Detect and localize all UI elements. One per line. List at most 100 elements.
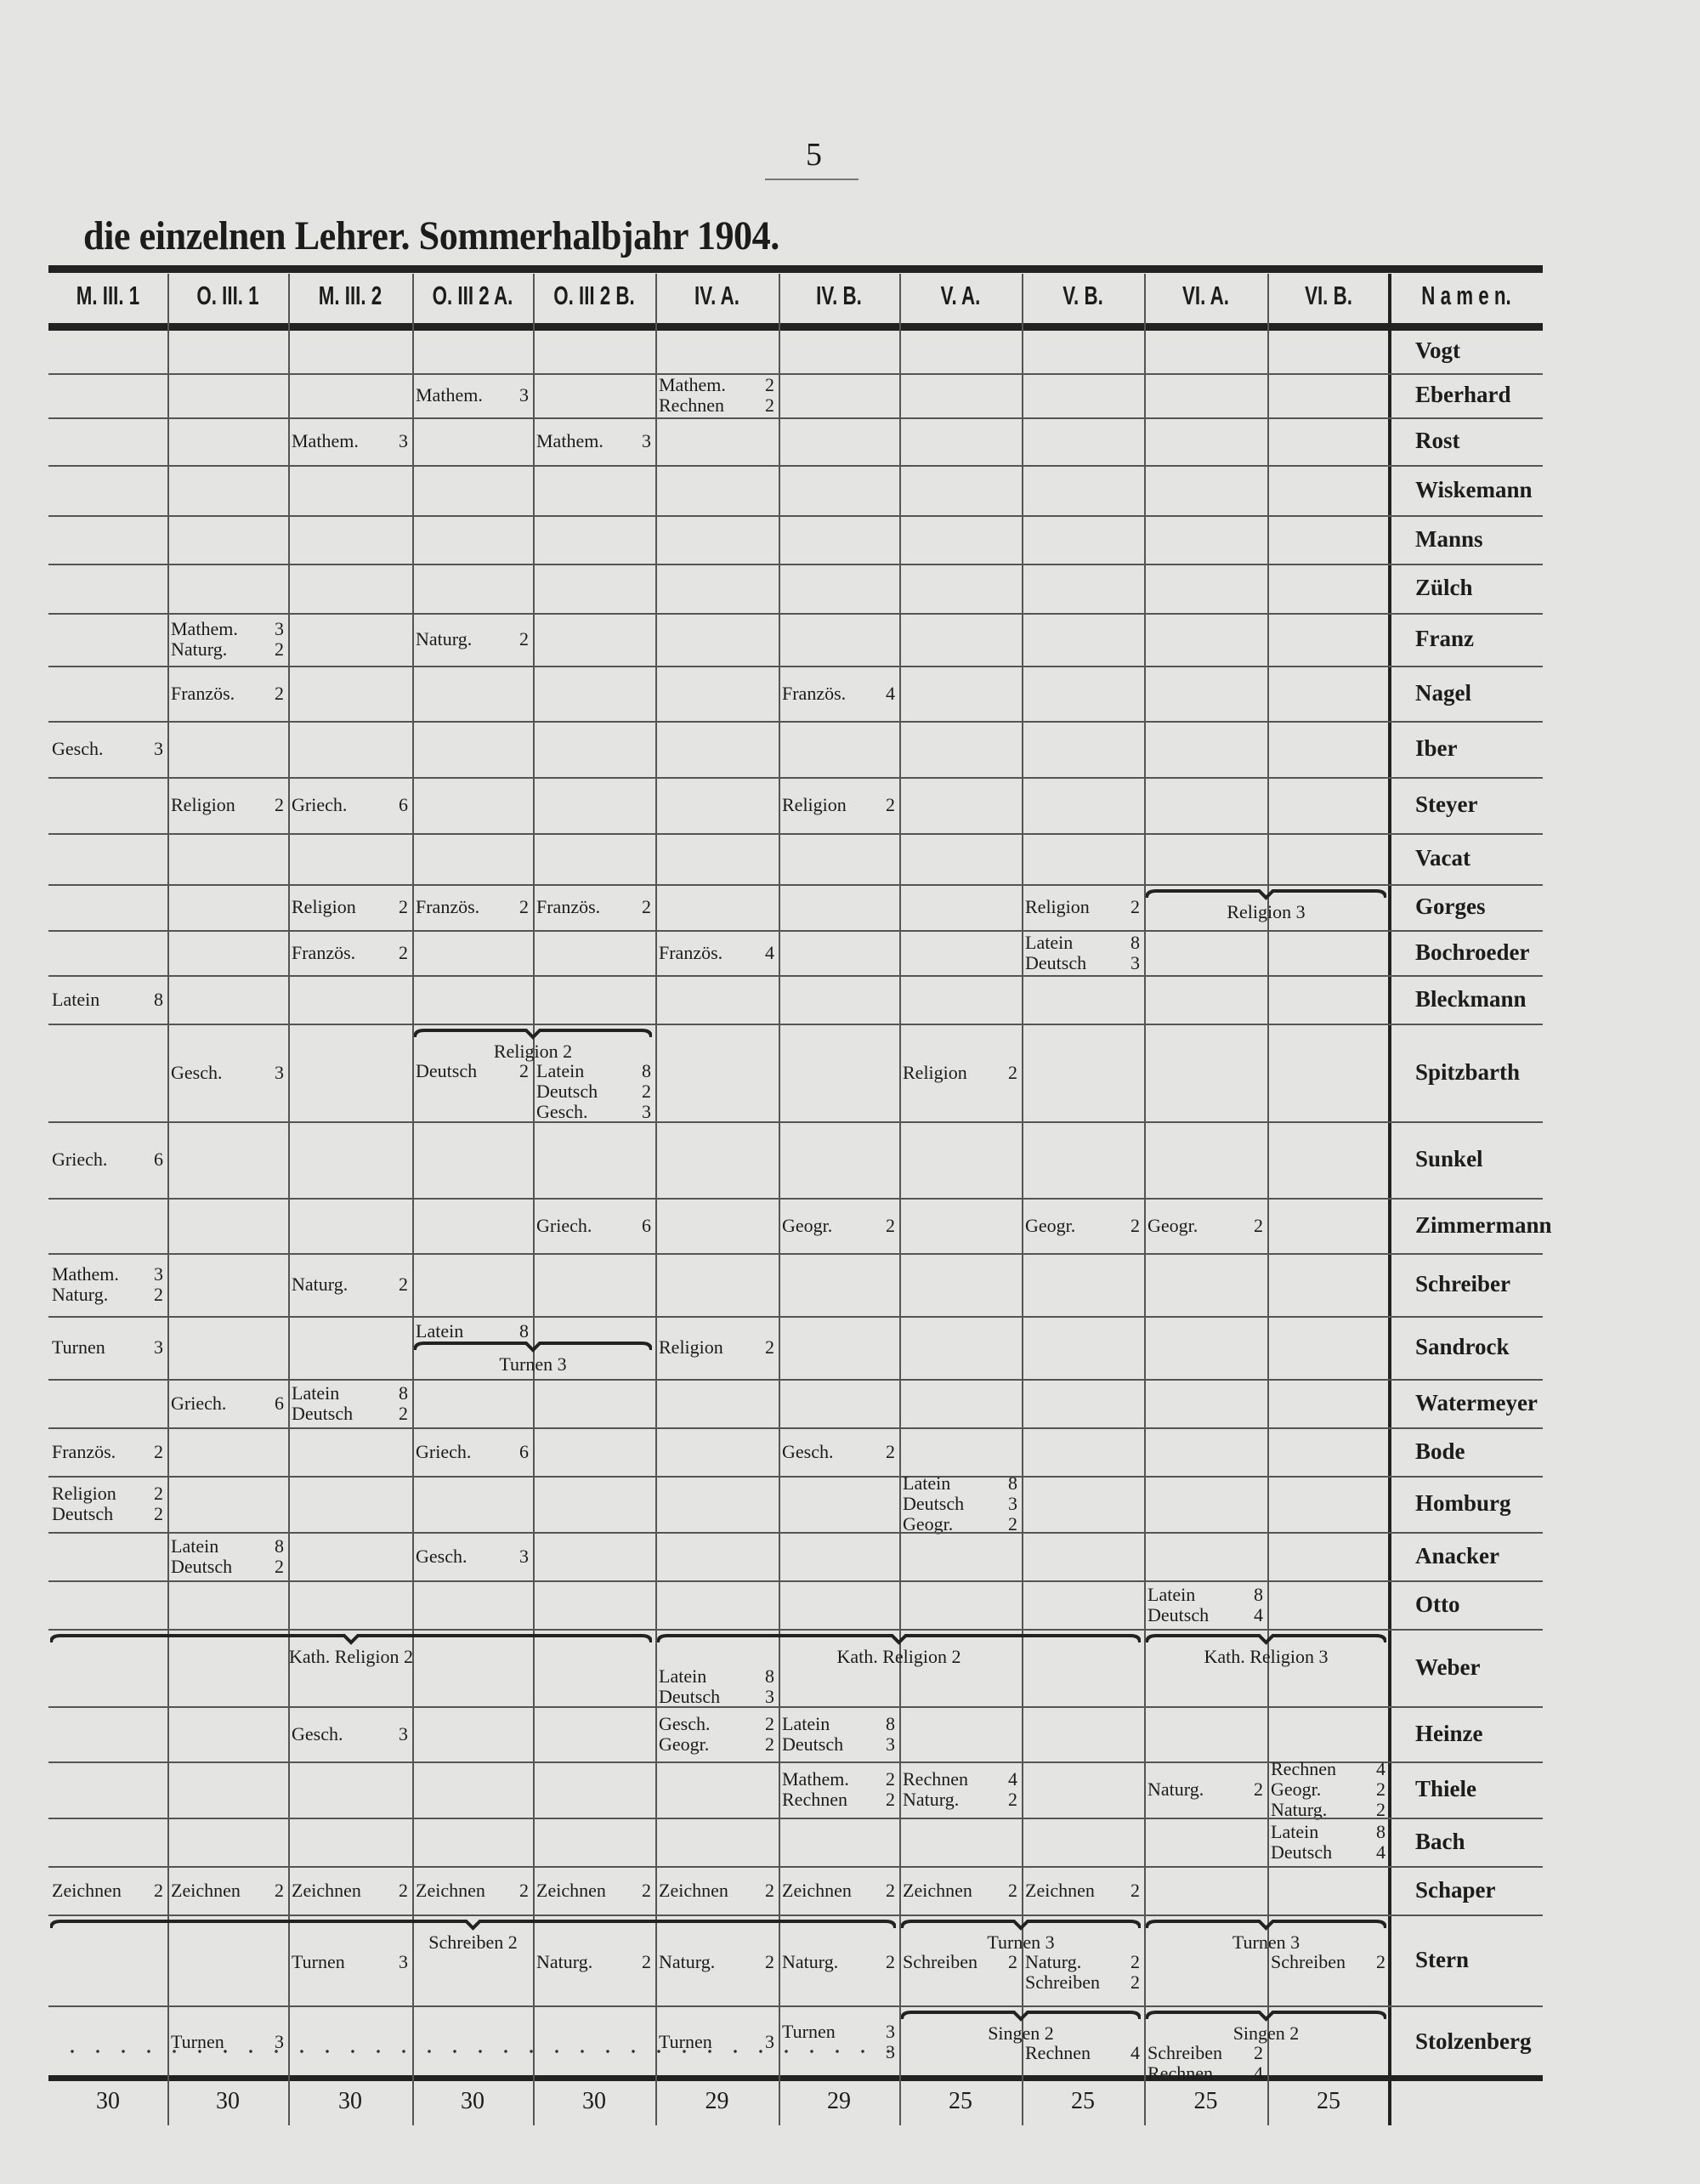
subject: Zeichnen [52,1879,122,1901]
hours: 6 [399,794,408,815]
hours: 8 [519,1320,529,1342]
subject: Turnen [782,2020,836,2042]
subject: Mathem. [536,430,604,451]
lesson-entry: Zeichnen 2 [903,1880,1017,1901]
row-divider [48,373,1543,375]
row-divider [48,1866,1543,1868]
hours: 3 [275,2030,284,2052]
column-header-3: O. III 2 A. [432,281,513,310]
lesson-entry: Latein 8 [1025,932,1140,953]
subject: Mathem. [659,374,726,395]
teacher-name: Watermeyer [1415,1389,1538,1415]
hours: 3 [275,618,284,639]
column-header-1: O. III. 1 [196,281,259,310]
schedule-cell: Naturg. 2 [659,1952,774,1972]
row-divider [48,515,1543,517]
subject: Rechnen [1271,1758,1336,1779]
row-divider [48,1476,1543,1478]
hours: 2 [275,682,284,704]
lesson-entry: Rechnen 4 [1148,2063,1263,2084]
lesson-entry: Gesch. 2 [782,1440,895,1462]
subject: Latein [1271,1820,1319,1842]
total-hours: 29 [705,2088,729,2114]
schedule-cell: Turnen 33 [782,2020,895,2062]
lesson-entry: Deutsch 2 [171,1556,284,1577]
lesson-entry: Griech. 6 [536,1215,651,1236]
row-divider [48,884,1543,886]
lesson-entry: Mathem. 3 [171,619,284,639]
subject: Naturg. [782,1951,839,1972]
teacher-name: Rost [1415,428,1460,453]
schedule-cell: Latein 8 [416,1321,529,1342]
schedule-cell: Gesch. 3 [416,1546,529,1567]
schedule-cell: Schreiben 2 [1271,1952,1386,1972]
row-divider [48,1761,1543,1763]
subject: Deutsch [52,1503,114,1524]
lesson-entry: Naturg. 2 [1148,1779,1263,1800]
column-header-8: V. B. [1062,281,1103,310]
subject: Religion [292,896,356,917]
schedule-cell: Zeichnen 2 [659,1880,774,1901]
schedule-cell: Griech. 6 [52,1149,163,1170]
lesson-entry: Turnen 3 [292,1952,408,1972]
schedule-cell: Latein 8 Deutsch 2 [292,1382,408,1424]
schedule-cell: Zeichnen 2 [536,1880,651,1901]
lesson-entry: Griech. 6 [416,1441,529,1462]
brace-icon [1146,2011,1386,2022]
lesson-entry: Zeichnen 2 [1025,1880,1140,1901]
schedule-cell: Zeichnen 2 [52,1879,163,1901]
teacher-name: Spitzbarth [1415,1058,1521,1085]
hours: 2 [399,941,408,963]
subject: Latein [416,1320,464,1342]
subject: Latein [782,1712,830,1734]
row-divider [48,1818,1543,1819]
hours: 8 [275,1534,284,1557]
total-hours: 30 [582,2088,606,2114]
span-label: Turnen 3 [987,1932,1055,1953]
span-label: Kath. Religion 2 [836,1646,961,1667]
lesson-entry: Latein 8 [416,1321,529,1342]
header-bottom-rule [48,323,1543,331]
total-hours: 25 [1317,2088,1340,2114]
teacher-name: Sandrock [1415,1334,1510,1359]
lesson-entry: Religion 2 [1025,897,1140,917]
subject: Französ. [171,682,235,704]
subject: Zeichnen [292,1879,361,1901]
schedule-cell: Turnen 3 [659,2031,774,2052]
lesson-entry: Naturg. 2 [416,629,529,650]
lesson-entry: Geogr. 2 [1025,1215,1140,1236]
subject: Deutsch [782,1733,844,1755]
hours: 2 [399,896,408,917]
hours: 2 [886,1768,895,1790]
teacher-name: Anacker [1415,1542,1499,1569]
brace-icon [1146,1634,1386,1645]
subject: Gesch. [782,1440,834,1462]
subject: Schreiben [1271,1951,1346,1972]
hours: 2 [154,1483,163,1504]
brace-icon [414,1342,652,1353]
column-divider [899,274,901,2125]
hours: 2 [154,1284,163,1305]
lesson-entry: Latein 8 [903,1473,1017,1494]
hours: 3 [399,1722,408,1744]
lesson-entry: Religion 2 [782,795,895,815]
schedule-cell: Religion 2 [1025,897,1140,917]
hours: 8 [1008,1472,1017,1494]
subject: Naturg. [1148,1778,1204,1800]
hours: 2 [519,1060,529,1081]
hours: 2 [399,1274,408,1295]
hours: 2 [1254,2042,1263,2063]
names-header: N a m e n. [1421,281,1511,310]
subject: Schreiben [1148,2042,1222,2063]
schedule-cell: Religion 2 [292,897,408,917]
hours: 2 [1376,1778,1386,1800]
subject: Französ. [416,896,480,917]
subject: Rechnen [1025,2042,1091,2063]
schedule-cell: Mathem. 3 [536,431,651,451]
lesson-entry: Latein 8 [536,1061,651,1081]
lesson-entry: Deutsch 2 [416,1061,529,1081]
schedule-cell: Latein 8 Deutsch 4 [1148,1584,1263,1625]
page-number: 5 [806,137,822,173]
hours: 4 [1376,1758,1386,1779]
hours: 3 [154,1336,163,1358]
